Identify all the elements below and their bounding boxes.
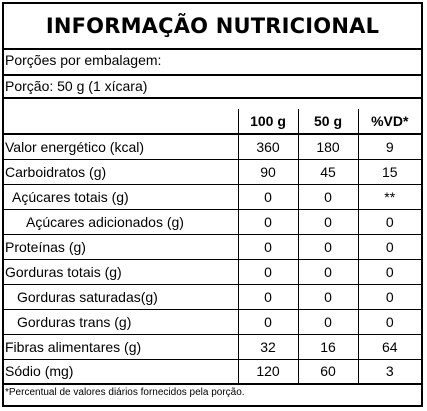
divider	[4, 97, 421, 111]
value-100g: 32	[237, 333, 299, 360]
nutrition-table: 100 g 50 g %VD* Valor energético (kcal) …	[4, 109, 421, 385]
table-row: Fibras alimentares (g) 32 16 64	[4, 333, 421, 360]
nutrient-name: Fibras alimentares (g)	[4, 333, 239, 360]
value-100g: 0	[237, 308, 299, 335]
value-50g: 180	[297, 133, 359, 160]
value-50g: 60	[297, 358, 359, 385]
nutrient-name: Gorduras totais (g)	[4, 258, 239, 285]
table-row: Carboidratos (g) 90 45 15	[4, 158, 421, 185]
value-vd: 0	[357, 233, 421, 260]
table-row: Sódio (mg) 120 60 3	[4, 358, 421, 385]
value-vd: 9	[357, 133, 421, 160]
table-row: Gorduras totais (g) 0 0 0	[4, 258, 421, 285]
footnote: *Percentual de valores diários fornecido…	[5, 387, 245, 398]
nutrient-name: Valor energético (kcal)	[4, 133, 239, 160]
value-50g: 16	[297, 333, 359, 360]
value-100g: 0	[237, 258, 299, 285]
table-row: Valor energético (kcal) 360 180 9	[4, 133, 421, 160]
value-vd: 15	[357, 158, 421, 185]
nutrient-name: Gorduras saturadas(g)	[4, 283, 239, 310]
nutrient-name: Açúcares totais (g)	[4, 183, 239, 210]
column-header-100g: 100 g	[237, 109, 299, 135]
value-100g: 0	[237, 183, 299, 210]
value-vd: 0	[357, 308, 421, 335]
table-row: Açúcares totais (g) 0 0 **	[4, 183, 421, 210]
table-row: Proteínas (g) 0 0 0	[4, 233, 421, 260]
servings-per-package: Porções por embalagem:	[4, 48, 421, 71]
table-row: Açúcares adicionados (g) 0 0 0	[4, 208, 421, 235]
table-header-row: 100 g 50 g %VD*	[4, 109, 421, 135]
value-50g: 0	[297, 308, 359, 335]
nutrient-name: Carboidratos (g)	[4, 158, 239, 185]
value-50g: 0	[297, 208, 359, 235]
value-50g: 0	[297, 283, 359, 310]
value-vd: 64	[357, 333, 421, 360]
nutrition-facts-label: INFORMAÇÃO NUTRICIONAL Porções por embal…	[2, 2, 423, 407]
label-title: INFORMAÇÃO NUTRICIONAL	[45, 14, 380, 38]
value-100g: 0	[237, 208, 299, 235]
value-100g: 0	[237, 283, 299, 310]
value-vd: 0	[357, 208, 421, 235]
serving-size: Porção: 50 g (1 xícara)	[4, 74, 421, 97]
nutrient-name: Proteínas (g)	[4, 233, 239, 260]
value-50g: 0	[297, 258, 359, 285]
value-50g: 0	[297, 233, 359, 260]
value-vd: **	[357, 183, 421, 210]
nutrient-name: Açúcares adicionados (g)	[4, 208, 239, 235]
column-header-vd: %VD*	[357, 109, 421, 135]
table-row: Gorduras trans (g) 0 0 0	[4, 308, 421, 335]
value-100g: 360	[237, 133, 299, 160]
value-100g: 0	[237, 233, 299, 260]
nutrient-name: Gorduras trans (g)	[4, 308, 239, 335]
value-100g: 90	[237, 158, 299, 185]
table-row: Gorduras saturadas(g) 0 0 0	[4, 283, 421, 310]
value-vd: 0	[357, 283, 421, 310]
header-blank	[4, 109, 239, 135]
value-50g: 45	[297, 158, 359, 185]
nutrient-name: Sódio (mg)	[4, 358, 239, 385]
value-vd: 0	[357, 258, 421, 285]
column-header-50g: 50 g	[297, 109, 359, 135]
value-50g: 0	[297, 183, 359, 210]
value-100g: 120	[237, 358, 299, 385]
value-vd: 3	[357, 358, 421, 385]
